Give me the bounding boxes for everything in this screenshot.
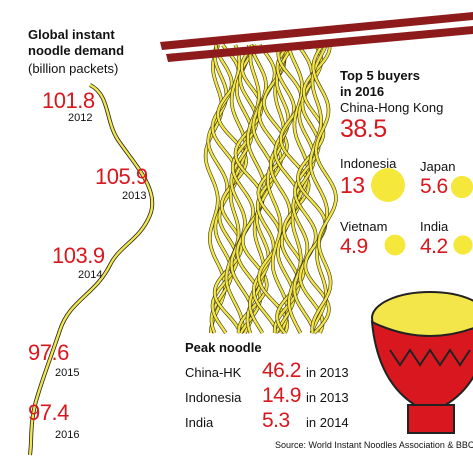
demand-year: 2016 [55,429,80,441]
peak-value: 14.9 [262,384,301,407]
demand-year: 2013 [122,190,147,202]
noodles [203,43,338,335]
buyer-value: 5.6 [420,175,448,198]
peak-name: Indonesia [185,390,242,405]
peak-note: in 2013 [306,390,349,405]
buyer-name: Japan [420,159,456,174]
peak-title: Peak noodle [185,340,262,355]
noodle [296,45,331,334]
title: Global instant noodle demand [28,27,125,58]
noodle-strand [28,83,154,456]
source: Source: World Instant Noodles Associatio… [275,440,473,450]
buyer-name: Vietnam [340,219,388,234]
noodle [266,44,289,334]
demand-value: 103.9 [52,243,105,268]
peak-name: China-HK [185,365,242,380]
demand-year: 2012 [68,112,93,124]
noodle [309,44,329,334]
noodle [230,44,254,334]
unit: (billion packets) [28,61,119,76]
bowl-pattern [389,348,471,367]
peak-note: in 2013 [306,365,349,380]
noodle [213,44,248,334]
buyer-bubble [384,234,406,256]
buyer-bubble [453,235,473,255]
demand-year: 2015 [55,367,80,379]
bubbles [371,168,473,256]
buyer-name: India [420,219,449,234]
demand-year: 2014 [78,269,103,281]
chopstick [160,12,473,50]
peak-note: in 2014 [306,415,349,430]
peak-name: India [185,415,214,430]
bowl-base [407,404,455,434]
buyer-bubble [450,175,473,199]
demand-value: 97.6 [28,340,69,365]
demand-value: 97.4 [28,400,69,425]
noodle [257,44,289,334]
peak-value: 5.3 [262,409,290,432]
bowl [370,320,473,409]
buyers-title: Top 5 buyers in 2016 [340,68,420,99]
buyer-value: 4.2 [420,235,448,258]
buyer-name: Indonesia [340,156,397,171]
buyer-bubble [371,168,405,202]
buyer-value: 4.9 [340,235,368,258]
noodle [310,44,338,334]
buyer-value: 38.5 [340,115,387,143]
peak-value: 46.2 [262,359,301,382]
buyer-value: 13 [340,172,365,198]
demand-value: 101.8 [42,88,95,113]
chopstick [166,26,473,62]
demand-value: 105.9 [95,164,148,189]
buyer-name: China-Hong Kong [340,100,444,115]
